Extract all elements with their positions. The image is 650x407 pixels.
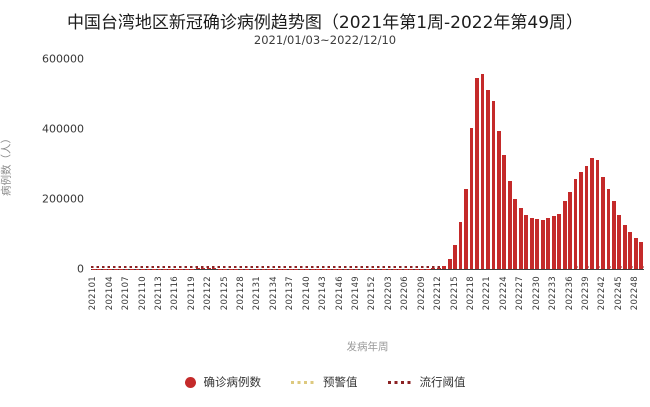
x-tick-label: 202212 bbox=[433, 276, 444, 311]
bar-202248 bbox=[633, 237, 638, 269]
bar-202229 bbox=[529, 217, 534, 269]
x-axis-title: 发病年周 bbox=[346, 341, 389, 353]
legend-item: 流行阈值 bbox=[387, 374, 466, 390]
plot-area bbox=[91, 59, 644, 270]
x-tick-label: 202104 bbox=[104, 276, 115, 311]
x-tick-label: 202134 bbox=[268, 276, 279, 311]
x-tick-label: 202245 bbox=[613, 276, 624, 311]
legend-circle-marker-icon bbox=[184, 376, 196, 388]
x-tick-label: 202233 bbox=[548, 276, 559, 311]
x-tick-label: 202116 bbox=[170, 276, 181, 311]
legend-dotted-line-icon bbox=[291, 380, 315, 384]
bar-202236 bbox=[568, 192, 572, 269]
bar-202226 bbox=[513, 199, 518, 269]
bar-202231 bbox=[540, 220, 545, 269]
bar-202230 bbox=[535, 218, 540, 269]
bar-202212 bbox=[436, 267, 441, 269]
bar-202238 bbox=[579, 172, 583, 269]
x-axis-tick-labels: 202101 202104 202107 202110 202113 202116 2021… bbox=[88, 275, 644, 325]
x-tick-label: 202122 bbox=[203, 276, 214, 311]
x-tick-label: 202203 bbox=[383, 276, 394, 311]
bar-202232 bbox=[546, 218, 551, 269]
bar-202122 bbox=[206, 268, 211, 269]
legend: 确诊病例数 预警值 流行阈值 bbox=[0, 372, 650, 392]
x-tick-label: 202125 bbox=[219, 276, 230, 311]
bar-202121 bbox=[201, 267, 206, 269]
bar-202211 bbox=[431, 268, 436, 269]
legend-label: 确诊病例数 bbox=[203, 375, 262, 389]
bar-202214 bbox=[447, 259, 452, 269]
x-tick-label: 202101 bbox=[88, 276, 99, 311]
x-tick-label: 202131 bbox=[252, 276, 263, 311]
x-tick-label: 202146 bbox=[334, 276, 345, 311]
x-tick-label: 202248 bbox=[630, 276, 641, 311]
x-tick-label: 202119 bbox=[186, 276, 197, 311]
x-tick-label: 202239 bbox=[581, 276, 591, 311]
x-tick-label: 202221 bbox=[482, 276, 493, 311]
bar-202235 bbox=[562, 201, 567, 269]
bar-202249 bbox=[639, 241, 644, 269]
x-tick-label: 202140 bbox=[301, 276, 312, 311]
x-tick-label: 202224 bbox=[498, 276, 509, 311]
x-tick-label: 202230 bbox=[531, 276, 542, 311]
bar-202233 bbox=[551, 215, 556, 269]
x-tick-label: 202206 bbox=[400, 276, 411, 311]
bar-202241 bbox=[595, 160, 600, 269]
legend-label: 预警值 bbox=[323, 375, 358, 389]
bar-202245 bbox=[617, 214, 622, 269]
bar-202221 bbox=[486, 89, 490, 269]
legend-dotted-line-icon bbox=[387, 380, 412, 384]
bar-202234 bbox=[557, 214, 562, 269]
bar-202220 bbox=[480, 74, 485, 269]
bar-202120 bbox=[195, 267, 200, 269]
epidemic-threshold-line bbox=[91, 266, 644, 268]
legend-item: 预警值 bbox=[291, 374, 358, 390]
bar-202223 bbox=[497, 130, 501, 269]
bar-202213 bbox=[442, 265, 447, 269]
bar-202224 bbox=[502, 154, 507, 269]
bar-202218 bbox=[469, 127, 474, 269]
x-tick-label: 202152 bbox=[367, 276, 378, 311]
x-tick-label: 202110 bbox=[137, 276, 148, 311]
x-tick-label: 202215 bbox=[449, 276, 460, 311]
bar-202227 bbox=[518, 207, 523, 269]
bar-202246 bbox=[622, 225, 627, 269]
bar-202215 bbox=[453, 244, 457, 269]
y-tick-label: 400000 bbox=[42, 122, 84, 136]
bar-202239 bbox=[584, 166, 589, 269]
bar-202237 bbox=[573, 178, 578, 269]
x-tick-label: 202242 bbox=[597, 276, 608, 311]
bar-202228 bbox=[524, 215, 529, 269]
x-tick-label: 202149 bbox=[351, 276, 362, 311]
x-tick-label: 202113 bbox=[153, 276, 164, 311]
bar-202247 bbox=[628, 232, 633, 269]
x-tick-label: 202218 bbox=[466, 276, 477, 311]
x-tick-label: 202227 bbox=[515, 276, 526, 311]
legend-item: 确诊病例数 bbox=[184, 374, 262, 390]
y-tick-label: 600000 bbox=[42, 52, 84, 66]
x-tick-label: 202128 bbox=[236, 276, 247, 311]
bar-202240 bbox=[590, 157, 594, 269]
bar-202216 bbox=[458, 221, 463, 269]
chart-subtitle: 2021/01/03~2022/12/10 bbox=[253, 33, 397, 47]
x-tick-label: 202143 bbox=[318, 276, 329, 311]
y-tick-label: 0 bbox=[77, 262, 84, 276]
y-axis-title: 病例数（人） bbox=[0, 133, 13, 196]
bar-202242 bbox=[601, 177, 605, 269]
bar-202219 bbox=[475, 77, 479, 269]
legend-label: 流行阈值 bbox=[419, 375, 466, 389]
x-tick-label: 202236 bbox=[564, 276, 575, 311]
bar-202243 bbox=[606, 188, 611, 269]
bar-202217 bbox=[464, 189, 468, 269]
x-tick-label: 202107 bbox=[121, 276, 132, 311]
y-tick-label: 200000 bbox=[42, 192, 84, 206]
x-tick-label: 202209 bbox=[416, 276, 427, 311]
bar-202222 bbox=[491, 100, 496, 269]
x-tick-label: 202137 bbox=[285, 276, 296, 311]
bar-202244 bbox=[611, 200, 616, 269]
bar-202123 bbox=[212, 268, 217, 269]
chart-title: 中国台湾地区新冠确诊病例趋势图（2021年第1周-2022年第49周） bbox=[66, 13, 584, 33]
bar-202225 bbox=[507, 181, 512, 269]
